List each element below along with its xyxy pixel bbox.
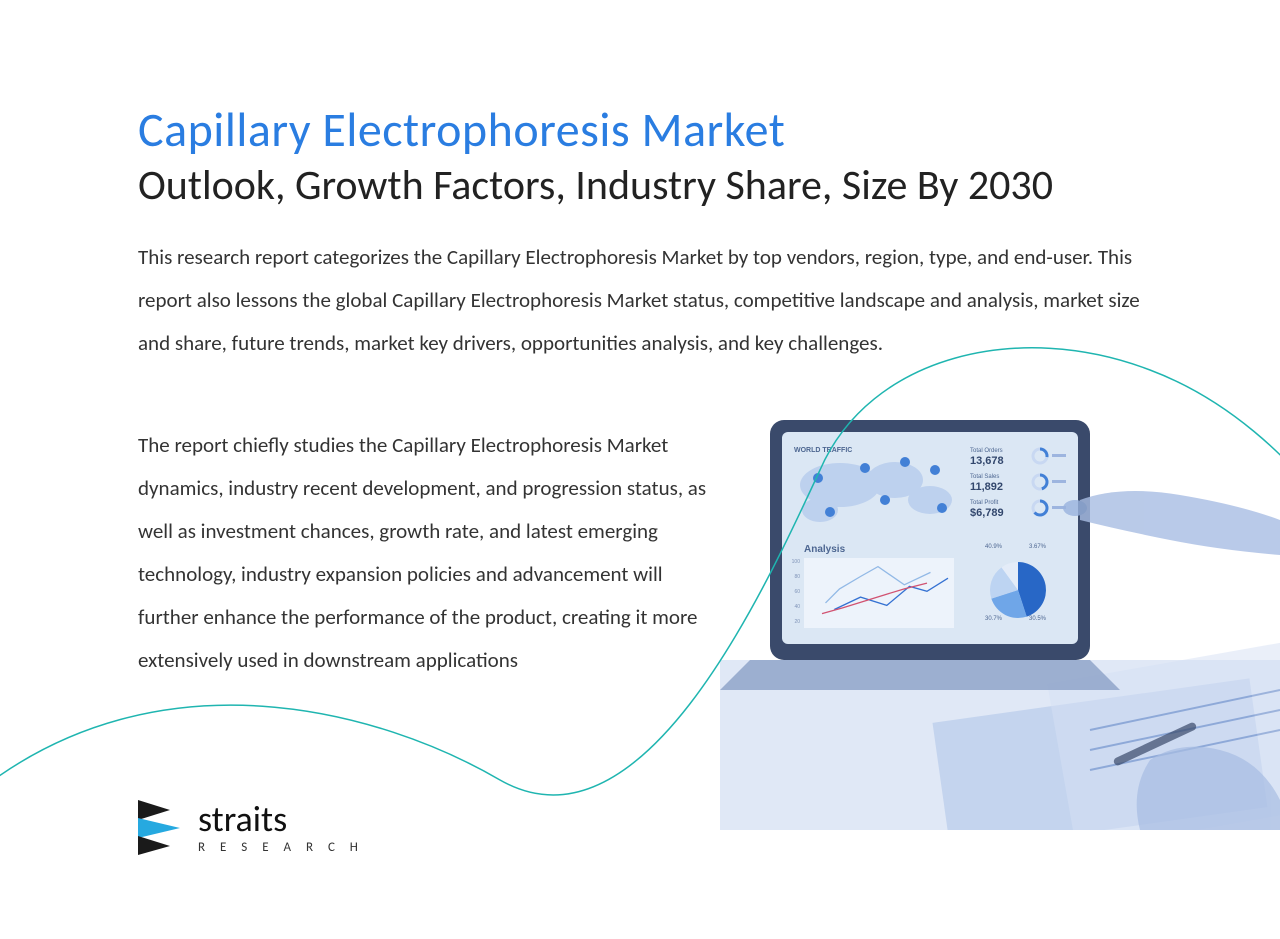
pie-percent-label: 30.7% xyxy=(985,616,1003,622)
paragraph-2: The report chiefly studies the Capillary… xyxy=(138,424,718,682)
logo-tagline: R E S E A R C H xyxy=(198,841,364,854)
logo-brand-text: straits xyxy=(198,801,364,837)
hero-illustration: WORLD TRAFFIC Total Orders13,678Total Sa xyxy=(720,400,1280,830)
brand-logo: straits R E S E A R C H xyxy=(138,800,364,855)
logo-mark-icon xyxy=(138,800,188,855)
pie-percent-label: 3.67% xyxy=(1029,544,1047,550)
axis-label: 60 xyxy=(794,589,800,595)
axis-label: 100 xyxy=(792,559,801,565)
title-subtitle: Outlook, Growth Factors, Industry Share,… xyxy=(138,160,1053,211)
stat-label: Total Sales xyxy=(970,474,999,480)
paragraph-1: This research report categorizes the Cap… xyxy=(138,236,1158,365)
title-main: Capillary Electrophoresis Market xyxy=(138,100,785,159)
axis-label: 40 xyxy=(794,604,800,610)
pie-percent-label: 40.9% xyxy=(985,544,1003,550)
slide-container: Capillary Electrophoresis Market Outlook… xyxy=(0,0,1280,939)
stat-value: 11,892 xyxy=(970,481,1003,493)
dashboard-heading: WORLD TRAFFIC xyxy=(794,447,852,454)
pie-percent-label: 30.5% xyxy=(1029,616,1047,622)
axis-label: 20 xyxy=(794,619,800,625)
axis-label: 80 xyxy=(794,574,800,580)
stat-label: Total Profit xyxy=(970,500,999,506)
laptop-icon: WORLD TRAFFIC Total Orders13,678Total Sa xyxy=(720,420,1120,690)
hand-pointing-icon xyxy=(1063,491,1280,555)
stat-value: $6,789 xyxy=(970,507,1004,519)
stat-value: 13,678 xyxy=(970,455,1004,467)
stat-label: Total Orders xyxy=(970,448,1003,454)
analysis-label: Analysis xyxy=(804,544,846,555)
